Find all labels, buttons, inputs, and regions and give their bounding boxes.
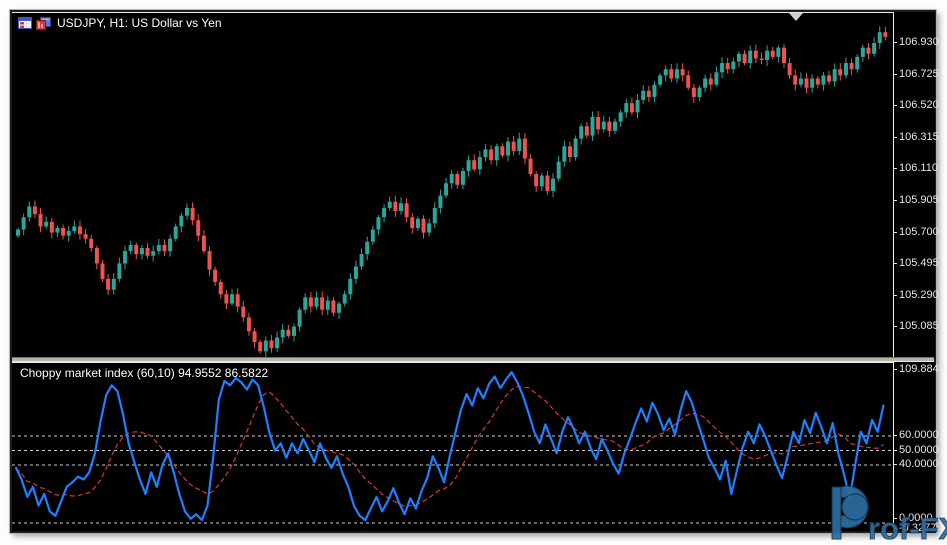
price-tick-5: 105.905 bbox=[899, 194, 939, 206]
price-tick-1-tick bbox=[893, 74, 897, 75]
price-tick-0-tick bbox=[893, 42, 897, 43]
indicator-plot[interactable] bbox=[12, 362, 893, 531]
window-divider[interactable] bbox=[12, 357, 934, 362]
price-tick-7-tick bbox=[893, 263, 897, 264]
price-tick-1: 106.725 bbox=[899, 68, 939, 80]
watermark-logo-p bbox=[831, 485, 869, 540]
price-tick-8: 105.290 bbox=[899, 289, 939, 301]
indicator-max-label: 109.8843 bbox=[899, 363, 945, 375]
price-tick-9: 105.085 bbox=[899, 320, 939, 332]
price-tick-4: 106.110 bbox=[899, 162, 938, 174]
indicator-svg[interactable] bbox=[12, 363, 893, 531]
price-tick-6: 105.700 bbox=[899, 226, 939, 238]
price-tick-0: 106.930 bbox=[899, 36, 939, 48]
indicator-max-label-tick bbox=[893, 369, 897, 370]
offline-chart-icon bbox=[36, 16, 51, 30]
chart-shift-marker-icon bbox=[789, 13, 803, 21]
price-tick-2: 106.520 bbox=[899, 99, 939, 111]
indicator-label: Choppy market index (60,10) 94.9552 86.5… bbox=[18, 366, 268, 380]
indicator-level-0: 60.0000 bbox=[899, 429, 939, 441]
price-tick-4-tick bbox=[893, 168, 897, 169]
indicator-panel: 109.8843 60.0000 50.0000 40.0000 0.0000 -0.32… bbox=[12, 362, 945, 534]
main-chart-svg[interactable] bbox=[12, 13, 893, 357]
indicator-level-1: 50.0000 bbox=[899, 444, 939, 456]
chart-window: 106.930 106.725 106.520 106.315 106.110 105.9… bbox=[9, 9, 945, 534]
price-tick-6-tick bbox=[893, 232, 897, 233]
indicator-level-0-tick bbox=[893, 435, 897, 436]
indicator-min-label: -0.3277 bbox=[899, 522, 937, 534]
price-tick-9-tick bbox=[893, 326, 897, 327]
price-tick-2-tick bbox=[893, 105, 897, 106]
symbol-label-text: USDJPY, H1: US Dollar vs Yen bbox=[57, 16, 222, 30]
price-tick-5-tick bbox=[893, 200, 897, 201]
indicator-label-text: Choppy market index (60,10) 94.9552 86.5… bbox=[20, 366, 269, 380]
main-chart-panel: 106.930 106.725 106.520 106.315 106.110 105.9… bbox=[12, 12, 939, 357]
price-tick-3-tick bbox=[893, 137, 897, 138]
chart-symbol-label: USDJPY, H1: US Dollar vs Yen bbox=[18, 16, 222, 30]
indicator-level-3-tick bbox=[893, 518, 897, 519]
price-tick-8-tick bbox=[893, 295, 897, 296]
quotes-table-icon bbox=[18, 17, 32, 29]
watermark: rof-FX bbox=[825, 471, 947, 545]
indicator-min-label-tick bbox=[893, 528, 897, 529]
price-tick-3: 106.315 bbox=[899, 131, 939, 143]
price-tick-7: 105.495 bbox=[899, 257, 939, 269]
indicator-level-3: 0.0000 bbox=[899, 512, 933, 524]
main-plot[interactable] bbox=[12, 12, 893, 357]
indicator-axis[interactable]: 109.8843 60.0000 50.0000 40.0000 0.0000 -0.32… bbox=[893, 362, 945, 534]
indicator-level-2-tick bbox=[893, 464, 897, 465]
indicator-level-2: 40.0000 bbox=[899, 458, 939, 470]
indicator-level-1-tick bbox=[893, 450, 897, 451]
main-price-axis[interactable]: 106.930 106.725 106.520 106.315 106.110 105.9… bbox=[893, 12, 939, 357]
watermark-text: rof-FX bbox=[868, 511, 947, 545]
